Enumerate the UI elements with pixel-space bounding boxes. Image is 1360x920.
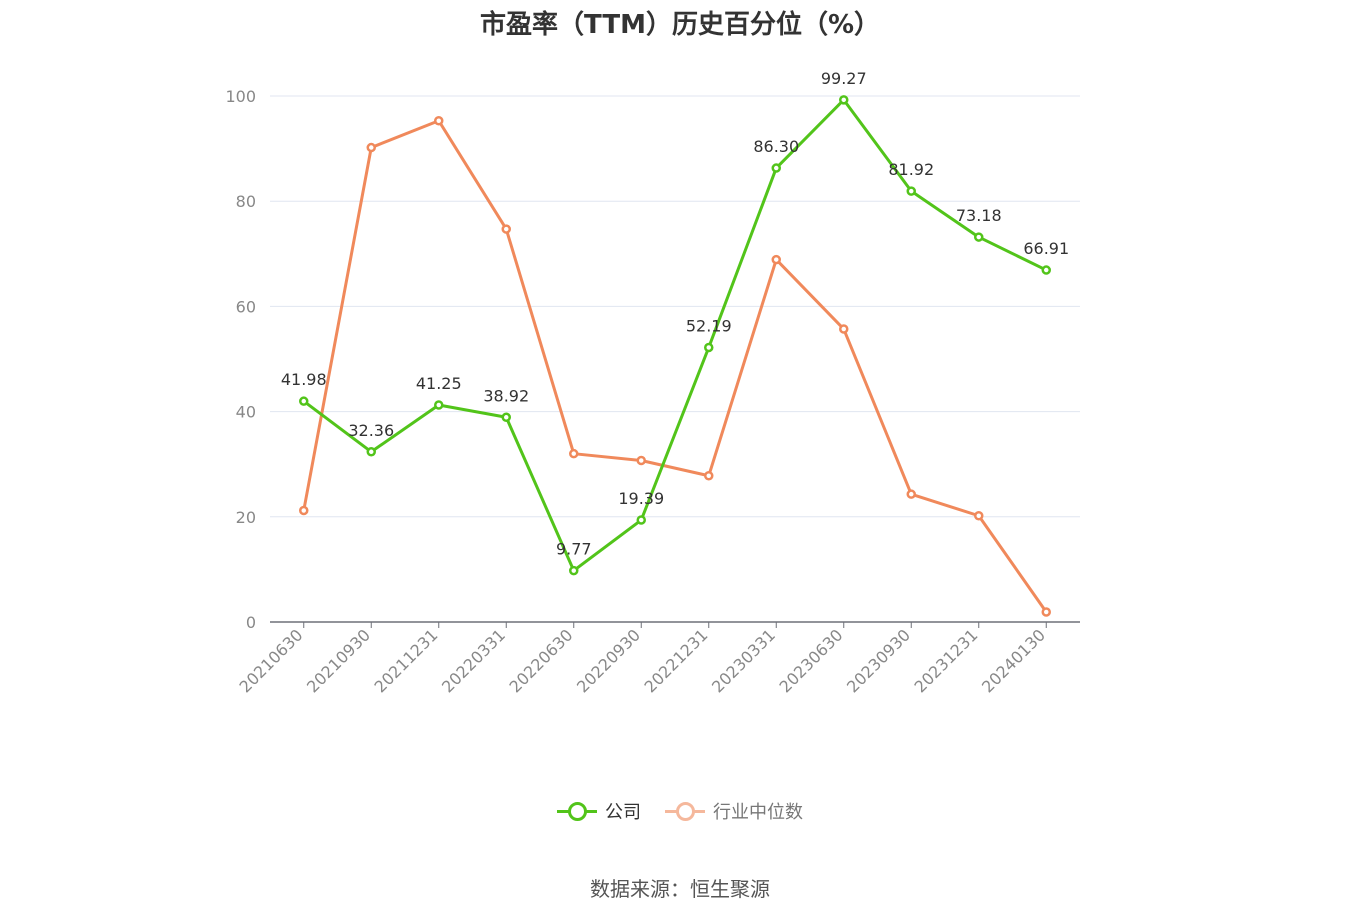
legend-marker-icon <box>557 799 597 823</box>
data-point[interactable] <box>1041 265 1051 275</box>
data-label: 73.18 <box>956 206 1002 225</box>
data-label: 38.92 <box>483 386 529 405</box>
data-label: 9.77 <box>556 540 592 559</box>
x-tick-label: 20220630 <box>506 625 577 696</box>
y-tick-label: 20 <box>236 508 256 527</box>
data-point[interactable] <box>366 447 376 457</box>
x-tick-label: 20230331 <box>708 625 779 696</box>
data-point[interactable] <box>434 400 444 410</box>
data-point[interactable] <box>704 471 714 481</box>
data-point[interactable] <box>906 489 916 499</box>
data-point[interactable] <box>1041 607 1051 617</box>
data-point[interactable] <box>636 455 646 466</box>
data-point[interactable] <box>501 412 511 423</box>
x-tick-label: 20220930 <box>573 625 644 696</box>
data-label: 19.39 <box>618 489 664 508</box>
y-tick-label: 60 <box>236 297 256 316</box>
series-line <box>302 119 1048 613</box>
legend-label: 公司 <box>605 802 641 823</box>
data-label: 52.19 <box>686 316 732 335</box>
chart-title: 市盈率（TTM）历史百分位（%） <box>480 10 880 40</box>
data-point[interactable] <box>704 342 714 353</box>
data-label: 66.91 <box>1023 239 1069 258</box>
legend-item[interactable]: 行业中位数 <box>665 798 803 824</box>
x-tick-label: 20231231 <box>911 625 982 696</box>
data-point[interactable] <box>839 324 849 334</box>
x-tick-label: 20230630 <box>776 625 847 696</box>
data-label: 41.25 <box>416 374 462 393</box>
data-label: 32.36 <box>348 421 394 440</box>
data-point[interactable] <box>434 115 444 126</box>
legend: 公司 行业中位数 <box>0 798 1360 824</box>
x-tick-label: 20210630 <box>236 625 307 696</box>
legend-label: 行业中位数 <box>713 802 803 823</box>
x-tick-label: 20220331 <box>438 625 509 696</box>
y-tick-label: 40 <box>236 403 256 422</box>
data-point[interactable] <box>906 186 916 196</box>
x-tick-label: 20210930 <box>303 625 374 696</box>
line-chart: 0204060801002021063020210930202112312022… <box>225 69 1080 696</box>
y-tick-label: 0 <box>246 613 256 632</box>
y-tick-label: 80 <box>236 192 256 211</box>
x-tick-label: 20240130 <box>978 625 1049 696</box>
data-point[interactable] <box>839 95 849 105</box>
data-point[interactable] <box>974 232 984 242</box>
data-point[interactable] <box>569 565 579 576</box>
data-point[interactable] <box>366 142 376 153</box>
x-tick-label: 20230930 <box>843 625 914 696</box>
series-line <box>302 98 1047 573</box>
data-label: 41.98 <box>281 370 327 389</box>
data-label: 81.92 <box>888 160 934 179</box>
data-source: 数据来源：恒生聚源 <box>590 877 770 901</box>
legend-marker-icon <box>665 799 705 823</box>
data-point[interactable] <box>501 224 511 234</box>
x-tick-label: 20211231 <box>371 625 442 696</box>
y-tick-label: 100 <box>225 87 256 106</box>
data-point[interactable] <box>569 448 579 459</box>
legend-item[interactable]: 公司 <box>557 798 641 824</box>
data-label: 86.30 <box>753 137 799 156</box>
data-point[interactable] <box>974 510 984 521</box>
data-point[interactable] <box>299 505 309 516</box>
data-point[interactable] <box>771 163 781 173</box>
x-tick-label: 20221231 <box>641 625 712 696</box>
data-point[interactable] <box>636 515 646 525</box>
data-point[interactable] <box>299 396 309 406</box>
data-point[interactable] <box>771 254 781 265</box>
data-label: 99.27 <box>821 69 867 88</box>
